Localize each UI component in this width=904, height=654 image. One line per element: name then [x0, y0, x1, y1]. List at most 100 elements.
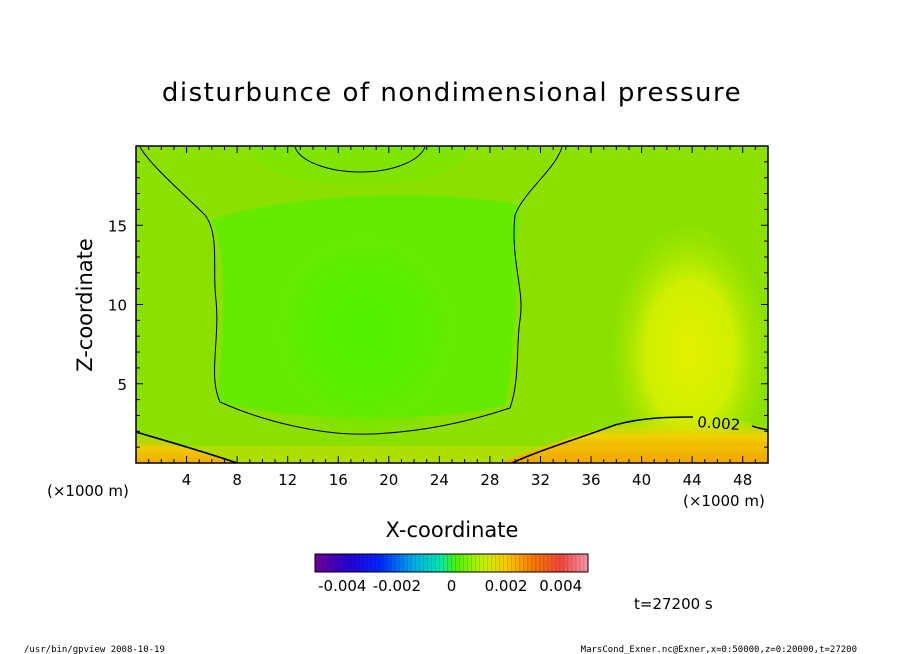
- colorbar-segment: [491, 554, 497, 572]
- colorbar-segment: [319, 554, 324, 572]
- colorbar-segment: [327, 554, 332, 572]
- colorbar-segment: [451, 554, 457, 572]
- colorbar-segment: [467, 554, 473, 572]
- colorbar-segment: [395, 554, 400, 572]
- x-tick-label: 24: [430, 471, 449, 489]
- colorbar-segment: [503, 554, 509, 572]
- maximum-region: [610, 210, 768, 463]
- colorbar-segment: [483, 554, 489, 572]
- contour-label: 0.002: [697, 413, 741, 434]
- x-axis-label: X-coordinate: [386, 518, 519, 542]
- colorbar-segment: [531, 554, 537, 572]
- colorbar-segment: [419, 554, 424, 572]
- colorbar-segment: [519, 554, 525, 572]
- colorbar-segment: [391, 554, 396, 572]
- colorbar-segment: [447, 554, 452, 572]
- colorbar-segment: [399, 554, 404, 572]
- colorbar-segment: [315, 554, 320, 572]
- colorbar-segment: [439, 554, 444, 572]
- colorbar-segment: [579, 554, 585, 572]
- contour-positive-line-left: [136, 431, 238, 463]
- colorbar-tick-label: 0: [447, 577, 457, 595]
- colorbar-segment: [479, 554, 485, 572]
- colorbar-segment: [559, 554, 565, 572]
- colorbar-segment: [543, 554, 549, 572]
- y-tick-label: 15: [108, 217, 127, 235]
- x-tick-label: 40: [632, 471, 651, 489]
- colorbar-tick-label: -0.004: [318, 577, 366, 595]
- colorbar-segment: [495, 554, 501, 572]
- y-axis: 5 10 15: [108, 161, 768, 448]
- colorbar-tick-label: 0.004: [539, 577, 582, 595]
- colorbar-segment: [563, 554, 569, 572]
- x-tick-label: 12: [278, 471, 297, 489]
- colorbar-segment: [459, 554, 465, 572]
- colorbar-segment: [539, 554, 545, 572]
- upper-center-region: [250, 146, 470, 186]
- colorbar-segment: [555, 554, 561, 572]
- colorbar-segment: [431, 554, 436, 572]
- colorbar-segment: [323, 554, 328, 572]
- colorbar-segment: [443, 554, 448, 572]
- colorbar-segment: [331, 554, 336, 572]
- x-tick-label: 32: [531, 471, 550, 489]
- colorbar-segment: [527, 554, 533, 572]
- colorbar-segment: [403, 554, 408, 572]
- colorbar-tick-label: 0.002: [485, 577, 528, 595]
- bottom-strip: [136, 446, 768, 463]
- colorbar-segment: [367, 554, 372, 572]
- bottom-layer-right: [500, 415, 768, 463]
- colorbar: [314, 554, 589, 572]
- colorbar-segment: [363, 554, 368, 572]
- y-tick-label: 5: [117, 376, 127, 394]
- colorbar-segment: [507, 554, 513, 572]
- bottom-layer-left: [136, 430, 240, 463]
- x-unit-right: (×1000 m): [683, 492, 765, 510]
- footer-left: /usr/bin/gpview 2008-10-19: [24, 645, 165, 654]
- contour-positive-line-right: [511, 416, 694, 463]
- colorbar-segment: [427, 554, 432, 572]
- y-axis-label: Z-coordinate: [73, 238, 97, 372]
- colorbar-frame: [314, 553, 589, 573]
- footer-right: MarsCond_Exner.nc@Exner,x=0:50000,z=0:20…: [581, 645, 857, 654]
- colorbar-segment: [511, 554, 517, 572]
- colorbar-segment: [371, 554, 376, 572]
- colorbar-segment: [383, 554, 388, 572]
- colorbar-segment: [335, 554, 340, 572]
- colorbar-segment: [435, 554, 440, 572]
- colorbar-segment: [407, 554, 412, 572]
- colorbar-segment: [359, 554, 364, 572]
- x-tick-label: 48: [733, 471, 752, 489]
- x-axis: 4 8 12 16 20 24 28 32 36 40 44 48: [148, 146, 756, 489]
- x-tick-label: 44: [683, 471, 702, 489]
- colorbar-segment: [355, 554, 360, 572]
- x-tick-label: 4: [182, 471, 192, 489]
- colorbar-segment: [387, 554, 392, 572]
- colorbar-segment: [567, 554, 573, 572]
- colorbar-segment: [455, 554, 461, 572]
- x-tick-label: 8: [232, 471, 242, 489]
- colorbar-segment: [547, 554, 553, 572]
- colorbar-segment: [347, 554, 352, 572]
- colorbar-segment: [515, 554, 521, 572]
- x-unit-left: (×1000 m): [47, 482, 129, 500]
- colorbar-segment: [523, 554, 529, 572]
- colorbar-segment: [415, 554, 420, 572]
- contour-positive-line-right-end: [751, 425, 768, 431]
- time-annotation: t=27200 s: [634, 595, 713, 613]
- x-tick-label: 28: [480, 471, 499, 489]
- colorbar-tick-label: -0.002: [373, 577, 421, 595]
- colorbar-segment: [471, 554, 477, 572]
- colorbar-segment: [575, 554, 581, 572]
- minimum-core: [260, 220, 470, 440]
- colorbar-segment: [475, 554, 481, 572]
- y-tick-label: 10: [108, 297, 127, 315]
- x-tick-label: 36: [581, 471, 600, 489]
- colorbar-segment: [583, 554, 589, 572]
- colorbar-segment: [463, 554, 469, 572]
- plot-area: [136, 146, 768, 463]
- x-tick-label: 20: [379, 471, 398, 489]
- colorbar-segment: [351, 554, 356, 572]
- x-tick-label: 16: [329, 471, 348, 489]
